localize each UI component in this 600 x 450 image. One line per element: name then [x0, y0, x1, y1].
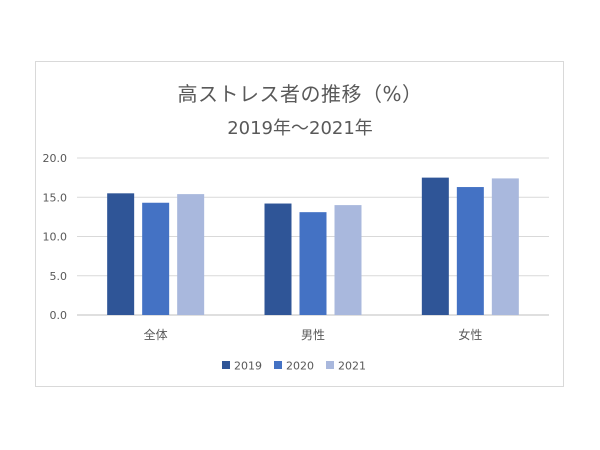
legend-swatch	[274, 361, 282, 369]
bar-2021-2	[491, 178, 519, 315]
bar-2021-1	[334, 205, 362, 315]
y-tick-label: 0.0	[50, 309, 68, 322]
y-tick-label: 20.0	[43, 152, 68, 165]
bar-2020-1	[299, 212, 327, 315]
y-tick-label: 15.0	[43, 191, 68, 204]
bar-2020-0	[142, 202, 170, 315]
chart-subtitle: 2019年～2021年	[227, 118, 373, 139]
legend-swatch	[222, 361, 230, 369]
legend-label: 2019	[234, 360, 262, 373]
y-tick-label: 10.0	[43, 231, 68, 244]
legend-swatch	[326, 361, 334, 369]
legend-label: 2020	[286, 360, 314, 373]
x-tick-label: 全体	[144, 327, 168, 342]
y-tick-label: 5.0	[50, 270, 68, 283]
x-tick-label: 女性	[458, 327, 482, 342]
legend-label: 2021	[338, 360, 366, 373]
bar-2021-0	[177, 194, 205, 315]
bar-2019-0	[107, 193, 135, 315]
chart-title: 高ストレス者の推移（%）	[177, 82, 423, 106]
bar-2020-2	[456, 187, 484, 315]
bar-2019-2	[421, 177, 449, 315]
bar-2019-1	[264, 203, 292, 315]
x-tick-label: 男性	[301, 328, 325, 342]
